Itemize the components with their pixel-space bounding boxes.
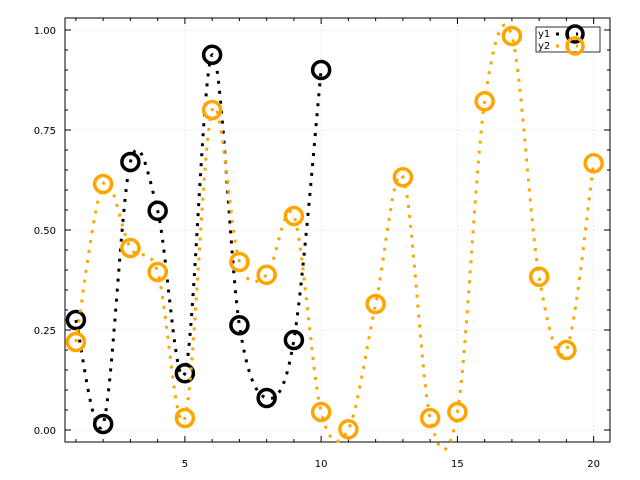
data-point-y2 bbox=[283, 205, 305, 227]
y-tick-label: 0.75 bbox=[34, 126, 56, 137]
legend-marker-y1 bbox=[565, 24, 585, 44]
data-point-y2 bbox=[310, 401, 332, 423]
x-tick-label: 20 bbox=[587, 459, 600, 470]
data-point-y2 bbox=[392, 166, 414, 188]
y-tick-label: 1.00 bbox=[34, 26, 56, 37]
data-point-y2 bbox=[229, 251, 250, 273]
data-point-y1 bbox=[120, 151, 141, 173]
data-point-y2 bbox=[583, 152, 604, 174]
data-point-y2 bbox=[92, 173, 114, 195]
legend-marker-y2 bbox=[565, 36, 585, 56]
series-y1 bbox=[65, 44, 332, 435]
legend-label-y2: y2 bbox=[538, 41, 550, 52]
data-point-y2 bbox=[147, 261, 168, 283]
data-point-y2 bbox=[65, 331, 87, 353]
data-point-y2 bbox=[556, 339, 577, 361]
data-point-y2 bbox=[120, 237, 141, 259]
data-point-y2 bbox=[528, 266, 550, 288]
data-point-y1 bbox=[201, 44, 223, 66]
y-tick-label: 0.50 bbox=[34, 226, 56, 237]
data-point-y2 bbox=[174, 407, 196, 429]
data-point-y1 bbox=[256, 387, 277, 409]
data-point-y2 bbox=[201, 99, 223, 121]
x-tick-label: 10 bbox=[315, 459, 328, 470]
data-point-y2 bbox=[474, 90, 495, 112]
x-tick-label: 5 bbox=[182, 459, 188, 470]
data-point-y1 bbox=[229, 314, 250, 336]
data-point-y2 bbox=[501, 25, 523, 47]
data-point-y2 bbox=[365, 293, 386, 315]
y-tick-label: 0.25 bbox=[34, 326, 56, 337]
data-point-y2 bbox=[338, 418, 359, 440]
x-tick-label: 15 bbox=[451, 459, 464, 470]
data-point-y1 bbox=[310, 59, 332, 81]
data-point-y2 bbox=[256, 264, 277, 286]
series-y2 bbox=[65, 23, 604, 451]
series-layer bbox=[65, 23, 604, 451]
data-point-y2 bbox=[447, 401, 468, 423]
data-point-y1 bbox=[174, 362, 196, 384]
data-point-y2 bbox=[419, 407, 441, 429]
series-line-y2 bbox=[74, 23, 596, 451]
data-point-y1 bbox=[283, 329, 305, 351]
data-point-y1 bbox=[65, 309, 87, 331]
data-point-y1 bbox=[92, 413, 114, 435]
legend-label-y1: y1 bbox=[538, 29, 550, 40]
data-point-y1 bbox=[147, 200, 168, 222]
y-tick-label: 0.00 bbox=[34, 426, 56, 437]
grid bbox=[65, 18, 610, 442]
series-line-y1 bbox=[74, 53, 323, 430]
